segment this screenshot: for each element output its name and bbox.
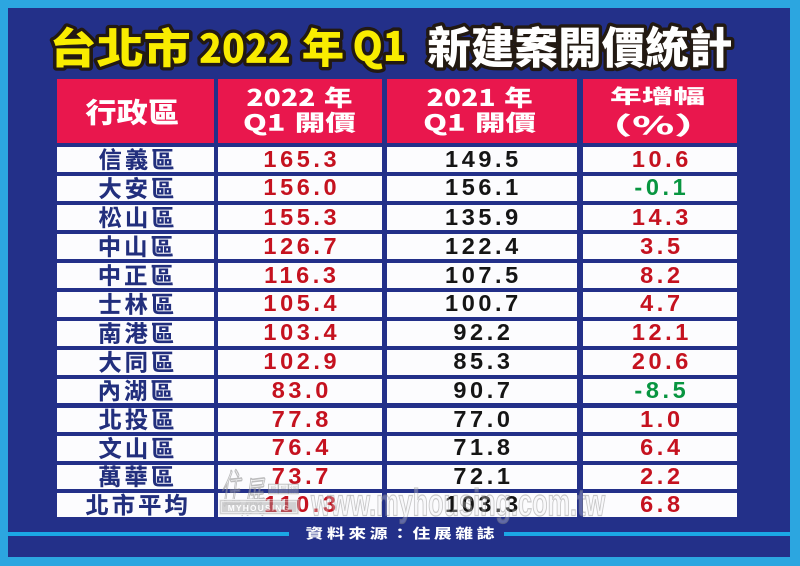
svg-text:MYHOUSING: MYHOUSING [228, 503, 290, 513]
svg-text:www.myhousing.com.tw: www.myhousing.com.tw [310, 482, 606, 524]
